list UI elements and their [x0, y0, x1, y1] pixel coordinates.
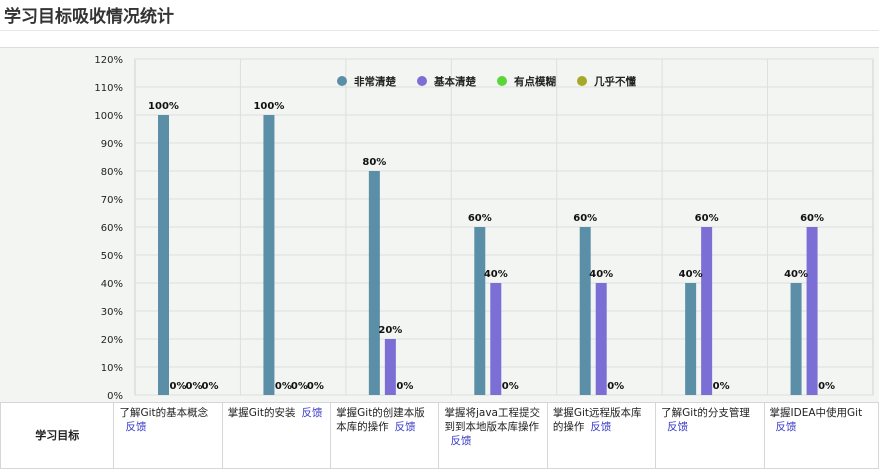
y-tick-label: 20% — [101, 335, 123, 346]
page-title: 学习目标吸收情况统计 — [4, 7, 174, 27]
bar — [158, 115, 169, 395]
legend-label: 有点模糊 — [514, 75, 556, 88]
title-divider — [0, 30, 879, 31]
y-tick-label: 100% — [94, 111, 123, 122]
data-label: 0% — [275, 381, 292, 392]
data-label: 0% — [170, 381, 187, 392]
bar — [368, 171, 380, 395]
data-label: 0% — [607, 381, 624, 392]
feedback-link[interactable]: 反馈 — [301, 407, 323, 419]
bar-chart: 0% 10% 20% 30% 40% 50% 60% 70% 80% 90% 100% 110% 120… — [94, 55, 874, 402]
bar — [263, 115, 275, 395]
legend-marker — [497, 76, 507, 86]
data-label: 0% — [202, 381, 219, 392]
goal-cell: 掌握将java工程提交到到本地版本库操作反馈 — [438, 402, 548, 469]
bar — [579, 227, 591, 395]
legend-marker — [337, 76, 347, 86]
data-label: 0% — [713, 381, 730, 392]
goal-label: 掌握Git的安装 — [227, 407, 296, 419]
feedback-link[interactable]: 反馈 — [590, 421, 612, 433]
goal-label: 掌握Git远程版本库的操作 — [552, 407, 642, 433]
goal-cell: 掌握Git远程版本库的操作 反馈 — [546, 402, 657, 469]
feedback-link[interactable]: 反馈 — [394, 421, 416, 433]
goals-table: 学习目标 了解Git的基本概念反馈 掌握Git的安装 反馈 掌握Git的创建本版本… — [0, 402, 879, 469]
y-tick-label: 0% — [107, 391, 123, 402]
legend-label: 基本清楚 — [433, 75, 476, 88]
bar — [806, 227, 818, 395]
bar — [490, 283, 502, 395]
y-tick-label: 30% — [101, 307, 123, 318]
y-tick-label: 60% — [101, 223, 123, 234]
data-label: 60% — [468, 213, 492, 224]
goal-cell: 掌握Git的创建本版本库的操作 反馈 — [330, 402, 440, 469]
goal-label: 掌握Git的创建本版本库的操作 — [336, 407, 425, 433]
legend-label: 几乎不懂 — [594, 75, 636, 88]
data-label: 0% — [291, 381, 308, 392]
bar — [474, 227, 486, 395]
bar — [685, 283, 697, 395]
legend-label: 非常清楚 — [354, 75, 396, 88]
bar — [384, 339, 396, 395]
data-label: 40% — [679, 269, 703, 280]
data-label: 0% — [502, 381, 519, 392]
goal-cell: 了解Git的基本概念反馈 — [113, 402, 223, 469]
data-label: 60% — [695, 213, 719, 224]
bar — [595, 283, 607, 395]
goal-label: 了解Git的基本概念 — [119, 407, 209, 419]
data-label: 0% — [818, 381, 835, 392]
data-label: 100% — [148, 101, 179, 112]
chart-area: 0% 10% 20% 30% 40% 50% 60% 70% 80% 90% 100% 110% 120… — [0, 47, 879, 403]
y-tick-label: 120% — [94, 55, 123, 66]
goals-row: 学习目标 了解Git的基本概念反馈 掌握Git的安装 反馈 掌握Git的创建本版本… — [0, 402, 879, 469]
data-label: 40% — [484, 269, 508, 280]
goal-label: 了解Git的分支管理 — [661, 407, 750, 419]
goal-cell: 掌握IDEA中使用Git 反馈 — [763, 402, 879, 469]
goal-label: 掌握将java工程提交到到本地版本库操作 — [444, 407, 540, 433]
y-tick-label: 110% — [94, 83, 123, 94]
feedback-link[interactable]: 反馈 — [775, 421, 797, 433]
legend-marker — [577, 76, 587, 86]
legend-marker — [417, 76, 427, 86]
data-label: 60% — [800, 213, 824, 224]
goal-cell: 掌握Git的安装 反馈 — [221, 402, 332, 469]
goal-label: 掌握IDEA中使用Git — [769, 407, 863, 419]
feedback-link[interactable]: 反馈 — [667, 421, 689, 433]
data-label: 0% — [396, 381, 413, 392]
data-label: 40% — [589, 269, 613, 280]
y-tick-label: 90% — [101, 139, 123, 150]
bar — [701, 227, 713, 395]
y-tick-label: 50% — [101, 251, 123, 262]
bar — [790, 283, 802, 395]
data-label: 40% — [784, 269, 808, 280]
feedback-link[interactable]: 反馈 — [125, 421, 147, 433]
data-label: 80% — [362, 157, 386, 168]
goal-cell: 了解Git的分支管理反馈 — [655, 402, 765, 469]
data-label: 60% — [573, 213, 597, 224]
data-label: 0% — [307, 381, 324, 392]
data-label: 100% — [253, 101, 284, 112]
y-tick-label: 80% — [101, 167, 123, 178]
row-header: 学习目标 — [0, 402, 115, 469]
y-tick-label: 40% — [101, 279, 123, 290]
data-label: 0% — [186, 381, 203, 392]
data-label: 20% — [378, 325, 402, 336]
feedback-link[interactable]: 反馈 — [450, 435, 472, 447]
y-tick-label: 10% — [101, 363, 123, 374]
y-tick-label: 70% — [101, 195, 123, 206]
